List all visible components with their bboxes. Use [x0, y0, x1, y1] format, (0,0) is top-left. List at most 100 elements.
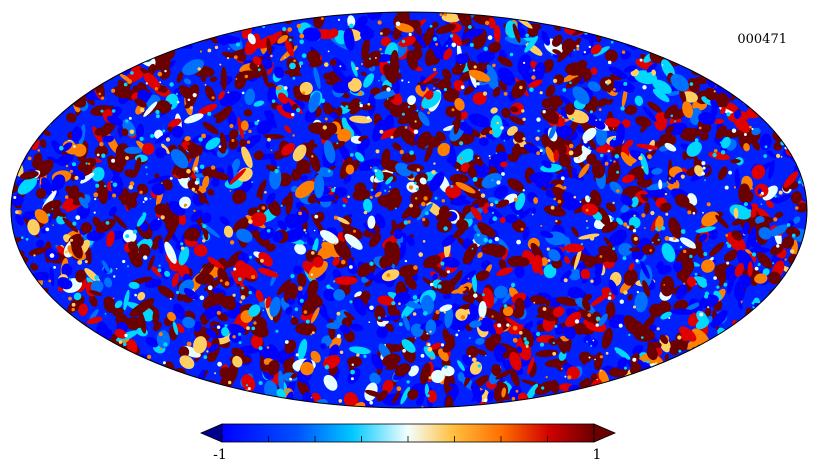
field-speck [605, 351, 609, 355]
field-speck [347, 23, 350, 26]
field-speck [657, 238, 660, 242]
field-speck [87, 162, 91, 165]
field-speck [101, 153, 106, 158]
field-speck [456, 168, 459, 171]
field-speck [571, 118, 575, 121]
field-speck [118, 340, 123, 344]
field-speck [658, 215, 661, 218]
field-speck [555, 219, 558, 223]
field-speck [370, 166, 372, 169]
field-speck [500, 126, 504, 130]
field-speck [422, 217, 426, 222]
field-speck [428, 376, 432, 380]
field-speck [71, 302, 76, 307]
field-speck [359, 101, 362, 105]
field-speck [476, 233, 480, 237]
field-speck [786, 223, 791, 227]
field-speck [568, 143, 574, 149]
field-speck [305, 242, 307, 244]
field-speck [112, 193, 117, 198]
field-speck [797, 180, 801, 184]
map-blobs [11, 12, 807, 408]
field-speck [338, 399, 343, 403]
field-speck [743, 202, 749, 207]
field-speck [311, 251, 315, 255]
field-speck [388, 190, 390, 193]
field-speck [541, 386, 545, 390]
field-speck [299, 33, 305, 39]
field-speck [569, 81, 572, 85]
field-speck [621, 50, 626, 54]
field-speck [702, 166, 706, 170]
field-blob [219, 90, 242, 107]
field-speck [334, 186, 336, 189]
field-speck [169, 82, 174, 87]
field-speck [27, 156, 32, 161]
field-speck [194, 180, 199, 185]
field-speck [661, 64, 664, 66]
field-speck [520, 227, 524, 231]
field-blob [157, 85, 168, 93]
field-speck [396, 386, 402, 392]
field-speck [512, 325, 518, 331]
field-speck [650, 210, 655, 216]
field-speck [539, 342, 545, 347]
field-speck [203, 355, 208, 359]
field-speck [295, 353, 299, 357]
field-speck [414, 181, 417, 185]
field-speck [482, 293, 485, 297]
field-speck [93, 192, 99, 198]
field-speck [580, 243, 584, 246]
field-speck [414, 120, 417, 123]
field-speck [656, 327, 660, 331]
field-speck [139, 190, 143, 194]
field-speck [401, 39, 406, 44]
field-speck [257, 65, 260, 67]
field-speck [336, 334, 341, 339]
field-speck [479, 316, 483, 321]
field-blob [29, 283, 37, 292]
field-speck [301, 53, 307, 58]
field-speck [207, 48, 212, 53]
field-speck [99, 142, 104, 147]
field-speck [751, 252, 757, 257]
field-speck [406, 380, 410, 384]
field-speck [139, 107, 145, 113]
field-speck [271, 99, 276, 103]
field-speck [292, 76, 296, 80]
field-blob [466, 345, 479, 358]
field-speck [703, 252, 708, 256]
field-speck [644, 227, 646, 230]
field-speck [418, 252, 424, 257]
field-speck [159, 81, 162, 84]
field-speck [677, 335, 682, 340]
field-speck [197, 67, 201, 71]
field-speck [391, 301, 396, 306]
field-speck [647, 154, 652, 160]
field-speck [522, 117, 526, 122]
field-speck [439, 13, 443, 17]
field-speck [207, 285, 213, 291]
field-speck [303, 228, 307, 232]
field-speck [670, 114, 674, 118]
field-speck [52, 224, 54, 226]
field-speck [224, 281, 230, 286]
field-speck [292, 134, 295, 137]
field-speck [719, 141, 722, 144]
field-speck [341, 259, 346, 265]
field-speck [363, 210, 368, 215]
colorbar-min-extension [199, 423, 223, 443]
field-speck [199, 295, 205, 301]
field-speck [71, 307, 75, 312]
field-speck [369, 195, 373, 199]
field-speck [251, 275, 256, 279]
field-speck [175, 92, 179, 96]
field-speck [612, 137, 616, 141]
field-speck [85, 162, 88, 165]
field-speck [790, 249, 795, 254]
field-speck [489, 130, 494, 135]
field-speck [503, 304, 508, 308]
field-speck [217, 361, 223, 367]
field-speck [210, 165, 216, 170]
field-speck [553, 78, 558, 83]
